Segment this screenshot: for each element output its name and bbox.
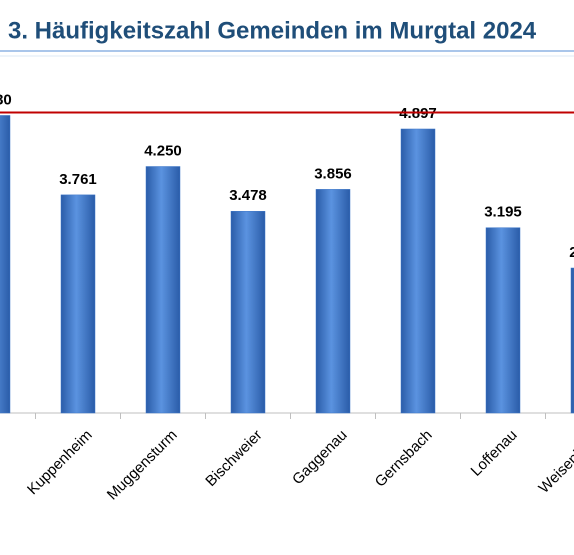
x-tick-label: Weisenbach bbox=[535, 427, 574, 497]
x-tick-label: Kuppenheim bbox=[24, 427, 96, 499]
x-tick-label: Loffenau bbox=[468, 427, 521, 480]
bar bbox=[145, 166, 181, 414]
bar bbox=[0, 115, 11, 414]
bar bbox=[485, 227, 521, 414]
bar bbox=[60, 194, 96, 414]
value-label: 3.478 bbox=[229, 187, 267, 204]
x-tick-label: Gaggenau bbox=[289, 427, 351, 489]
value-label: 3.195 bbox=[484, 204, 522, 221]
value-label: 4.250 bbox=[144, 142, 182, 159]
x-tick-label: Muggensturm bbox=[104, 427, 181, 504]
bar bbox=[400, 128, 436, 414]
bar bbox=[570, 267, 574, 414]
value-label: 3.761 bbox=[59, 171, 97, 188]
value-label: 3.856 bbox=[314, 165, 352, 182]
bar bbox=[230, 211, 266, 414]
bar bbox=[315, 189, 351, 414]
x-tick-label: Gernsbach bbox=[372, 427, 436, 491]
value-label: 2.500 bbox=[569, 244, 574, 261]
x-tick-label: Bischweier bbox=[202, 427, 265, 490]
value-label: 5.130 bbox=[0, 91, 12, 108]
chart-title: 3. Häufigkeitszahl Gemeinden im Murgtal … bbox=[8, 17, 537, 44]
